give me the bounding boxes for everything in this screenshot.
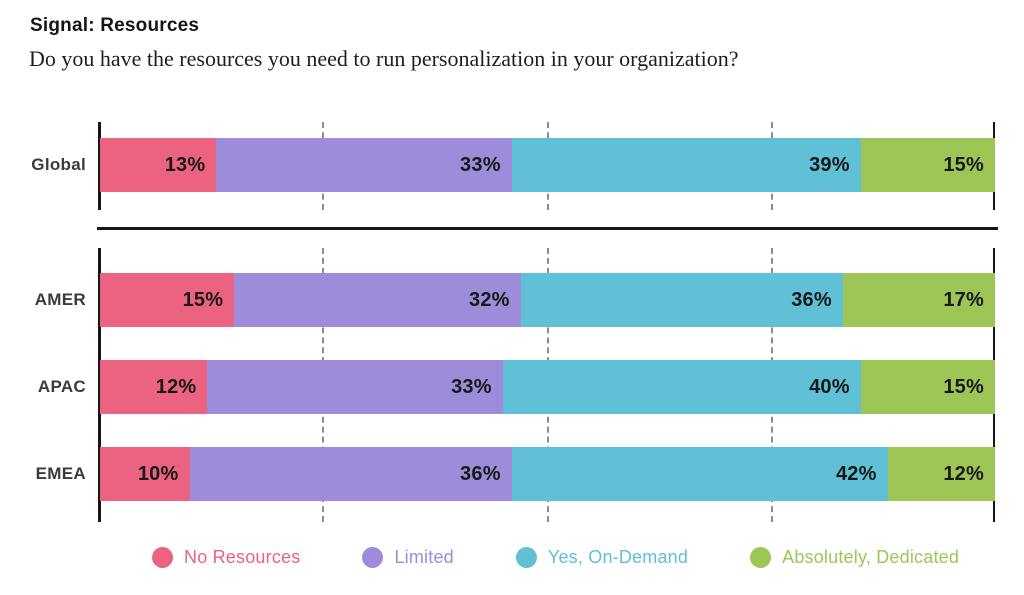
legend-dot-icon [750,546,772,568]
segment-value-label: 15% [182,288,224,311]
segment-no-resources-apac: 12% [100,360,208,414]
segment-value-label: 10% [137,462,179,485]
segment-value-label: 42% [835,462,877,485]
segment-value-label: 33% [460,153,501,176]
segment-no-resources-amer: 15% [100,273,235,327]
segment-yes-on-demand-amer: 36% [520,273,843,327]
segment-absolutely-dedicated-emea: 12% [887,447,995,501]
segment-value-label: 32% [469,288,510,311]
segment-yes-on-demand-emea: 42% [511,447,888,501]
segment-value-label: 15% [943,153,984,176]
category-label-amer: AMER [34,290,86,309]
legend-item-no-resources: No Resources [152,546,301,568]
category-label-apac: APAC [37,377,86,396]
segment-value-label: 13% [164,153,206,176]
axis-line-left [98,248,101,522]
segment-limited-emea: 36% [189,447,512,501]
chart-section-global: Global 13% 33% 39% 15% [31,122,995,210]
segment-absolutely-dedicated-apac: 15% [860,360,995,414]
segment-yes-on-demand-global: 39% [511,138,861,192]
segment-value-label: 36% [791,288,832,311]
chart-title: Signal: Resources [30,15,200,36]
legend-dot-icon [152,546,173,568]
segment-value-label: 12% [155,375,197,398]
segment-value-label: 17% [943,288,984,311]
segment-value-label: 39% [809,153,850,176]
segment-value-label: 40% [809,375,850,398]
section-divider-line [97,227,998,230]
segment-value-label: 15% [943,375,984,398]
chart-question: Do you have the resources you need to ru… [29,46,739,71]
segment-no-resources-global: 13% [100,138,217,192]
segment-absolutely-dedicated-amer: 17% [842,273,995,327]
segment-no-resources-emea: 10% [100,447,190,501]
axis-line-left [98,122,101,210]
legend-item-absolutely-dedicated: Absolutely, Dedicated [750,546,960,568]
segment-limited-amer: 32% [234,273,521,327]
category-label-global: Global [31,155,86,174]
legend-item-yes-on-demand: Yes, On-Demand [515,546,689,568]
bar-row-emea: EMEA 10% 36% 42% 12% [36,447,995,501]
legend-dot-icon [515,546,537,568]
segment-value-label: 12% [943,462,984,485]
chart-section-regions: AMER 15% 32% 36% 17% APAC 12% 33% 40% 15% EMEA 10% 3… [35,248,995,522]
chart-legend: No Resources Limited Yes, On-Demand Absolut… [152,545,959,569]
legend-label: No Resources [184,546,301,567]
segment-limited-apac: 33% [207,360,503,414]
segment-value-label: 36% [460,462,501,485]
bar-row-global: Global 13% 33% 39% 15% [31,138,995,192]
segment-limited-global: 33% [216,138,512,192]
segment-value-label: 33% [451,375,492,398]
legend-label: Yes, On-Demand [547,546,689,567]
segment-absolutely-dedicated-global: 15% [860,138,995,192]
legend-dot-icon [362,546,384,568]
category-label-emea: EMEA [35,464,86,483]
bar-row-apac: APAC 12% 33% 40% 15% [38,360,995,414]
legend-item-limited: Limited [362,546,454,568]
bar-row-amer: AMER 15% 32% 36% 17% [35,273,995,327]
legend-label: Absolutely, Dedicated [782,546,960,567]
legend-label: Limited [394,546,454,567]
segment-yes-on-demand-apac: 40% [502,360,861,414]
